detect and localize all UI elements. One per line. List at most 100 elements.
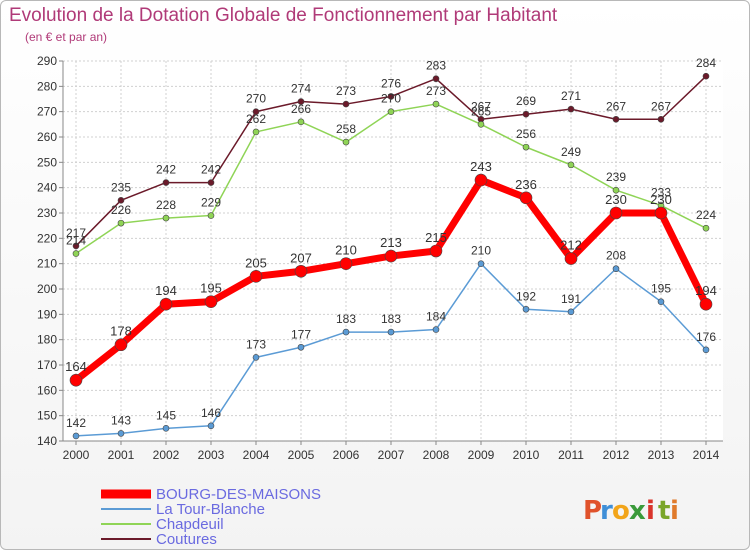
x-tick-label: 2013: [648, 448, 675, 462]
data-label-la-tour-blanche: 183: [381, 312, 401, 326]
data-label-bourg-des-maisons: 207: [290, 250, 312, 265]
data-point-bourg-des-maisons: [384, 249, 398, 263]
data-point-bourg-des-maisons: [159, 297, 173, 311]
data-point-coutures: [252, 108, 260, 115]
data-label-la-tour-blanche: 191: [561, 292, 581, 306]
data-point-bourg-des-maisons: [519, 191, 533, 205]
data-label-la-tour-blanche: 146: [201, 406, 221, 420]
data-label-chapdeuil: 239: [606, 170, 626, 184]
y-tick-label: 140: [37, 434, 57, 448]
data-label-coutures: 274: [291, 82, 311, 96]
x-tick-label: 2007: [378, 448, 405, 462]
data-label-coutures: 217: [66, 226, 86, 240]
x-tick-label: 2011: [558, 448, 584, 462]
legend-label-chapdeuil: Chapdeuil: [156, 516, 224, 533]
data-point-chapdeuil: [252, 128, 260, 136]
x-tick-label: 2004: [243, 448, 270, 462]
legend-label-coutures: Coutures: [156, 531, 217, 548]
data-label-la-tour-blanche: 177: [291, 327, 311, 341]
data-label-la-tour-blanche: 176: [696, 330, 716, 344]
data-label-bourg-des-maisons: 205: [245, 255, 267, 270]
x-tick-label: 2008: [423, 448, 450, 462]
data-label-la-tour-blanche: 192: [516, 289, 536, 303]
data-point-coutures: [162, 179, 170, 186]
data-label-chapdeuil: 226: [111, 203, 131, 217]
data-label-coutures: 270: [246, 92, 266, 106]
y-tick-label: 210: [37, 257, 57, 271]
data-point-chapdeuil: [342, 138, 350, 146]
data-point-coutures: [612, 115, 620, 123]
data-label-bourg-des-maisons: 213: [380, 235, 402, 250]
data-point-coutures: [567, 105, 575, 113]
data-label-coutures: 242: [156, 163, 176, 177]
y-tick-label: 240: [37, 181, 57, 195]
y-tick-label: 170: [37, 358, 57, 372]
data-point-la-tour-blanche: [207, 422, 215, 430]
y-tick-label: 190: [37, 307, 57, 321]
data-label-bourg-des-maisons: 230: [650, 192, 672, 207]
data-label-bourg-des-maisons: 178: [110, 324, 132, 339]
data-point-la-tour-blanche: [477, 260, 485, 267]
data-label-chapdeuil: 229: [201, 196, 221, 210]
data-point-bourg-des-maisons: [204, 295, 218, 308]
legend-label-bourg-des-maisons: BOURG-DES-MAISONS: [156, 486, 321, 503]
data-label-bourg-des-maisons: 236: [515, 177, 537, 192]
data-label-la-tour-blanche: 183: [336, 312, 356, 326]
data-point-bourg-des-maisons: [429, 244, 443, 258]
data-point-coutures: [432, 75, 440, 83]
data-label-bourg-des-maisons: 230: [605, 192, 627, 207]
logo-letter: i: [646, 496, 655, 526]
data-point-coutures: [117, 197, 125, 204]
data-point-la-tour-blanche: [117, 430, 125, 437]
x-tick-label: 2000: [63, 448, 90, 462]
data-label-coutures: 242: [201, 163, 221, 177]
y-tick-label: 270: [37, 105, 57, 119]
logo-letter: t: [658, 496, 670, 526]
data-label-chapdeuil: 233: [651, 185, 671, 199]
y-tick-label: 180: [37, 333, 57, 347]
logo-letter: r: [600, 496, 613, 526]
data-label-coutures: 283: [426, 59, 446, 73]
data-label-coutures: 271: [561, 89, 581, 103]
data-label-la-tour-blanche: 173: [246, 337, 266, 351]
x-tick-label: 2006: [333, 448, 360, 462]
x-tick-label: 2002: [153, 448, 180, 462]
data-label-coutures: 276: [381, 76, 401, 90]
data-label-bourg-des-maisons: 195: [200, 281, 222, 296]
data-label-bourg-des-maisons: 212: [560, 238, 582, 253]
y-tick-label: 290: [37, 54, 57, 68]
data-point-bourg-des-maisons: [564, 252, 578, 265]
logo-letter: o: [612, 496, 630, 526]
data-point-coutures: [342, 100, 350, 108]
data-label-chapdeuil: 262: [246, 112, 266, 126]
x-tick-label: 2003: [198, 448, 225, 462]
data-point-coutures: [387, 93, 395, 100]
logo-letter: i: [670, 496, 679, 526]
data-label-chapdeuil: 270: [381, 92, 401, 106]
data-point-chapdeuil: [612, 186, 620, 194]
data-label-la-tour-blanche: 142: [66, 416, 86, 430]
data-point-bourg-des-maisons: [294, 264, 308, 278]
data-label-coutures: 269: [516, 94, 536, 108]
data-point-chapdeuil: [387, 108, 395, 115]
data-point-la-tour-blanche: [657, 298, 665, 305]
data-point-la-tour-blanche: [702, 346, 710, 354]
data-point-coutures: [297, 98, 305, 105]
data-label-bourg-des-maisons: 243: [470, 159, 492, 174]
y-tick-label: 280: [37, 79, 57, 93]
data-point-coutures: [657, 115, 665, 123]
data-point-la-tour-blanche: [432, 326, 440, 333]
data-point-bourg-des-maisons: [474, 173, 488, 187]
data-label-chapdeuil: 249: [561, 145, 581, 159]
data-point-bourg-des-maisons: [339, 257, 353, 270]
data-label-la-tour-blanche: 210: [471, 244, 491, 258]
data-point-chapdeuil: [297, 118, 305, 126]
data-label-coutures: 267: [606, 99, 626, 113]
x-tick-label: 2010: [513, 448, 540, 462]
data-point-la-tour-blanche: [387, 328, 395, 336]
data-label-coutures: 267: [471, 99, 491, 113]
data-point-chapdeuil: [117, 219, 125, 227]
x-tick-label: 2005: [288, 448, 315, 462]
data-point-chapdeuil: [522, 143, 530, 151]
